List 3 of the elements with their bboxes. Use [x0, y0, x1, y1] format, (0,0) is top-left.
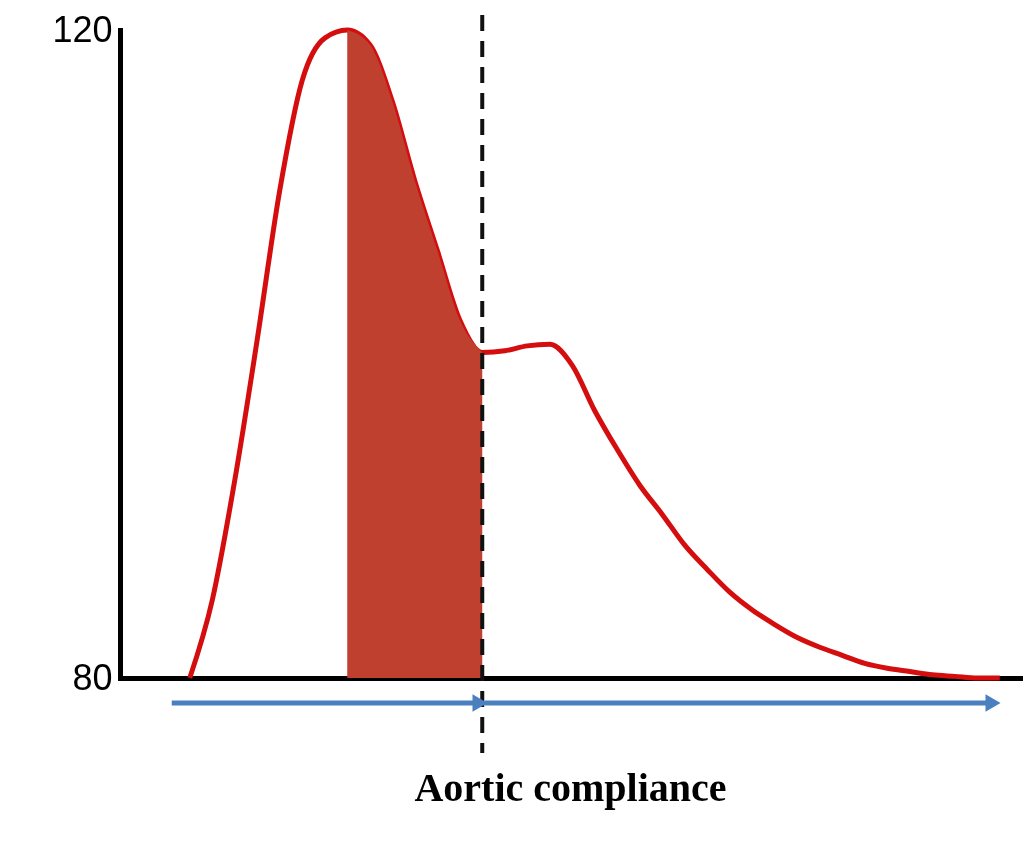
- y-tick-label: 120: [52, 8, 113, 50]
- x-axis-title: Aortic compliance: [414, 764, 727, 810]
- y-tick-label: 80: [72, 656, 113, 698]
